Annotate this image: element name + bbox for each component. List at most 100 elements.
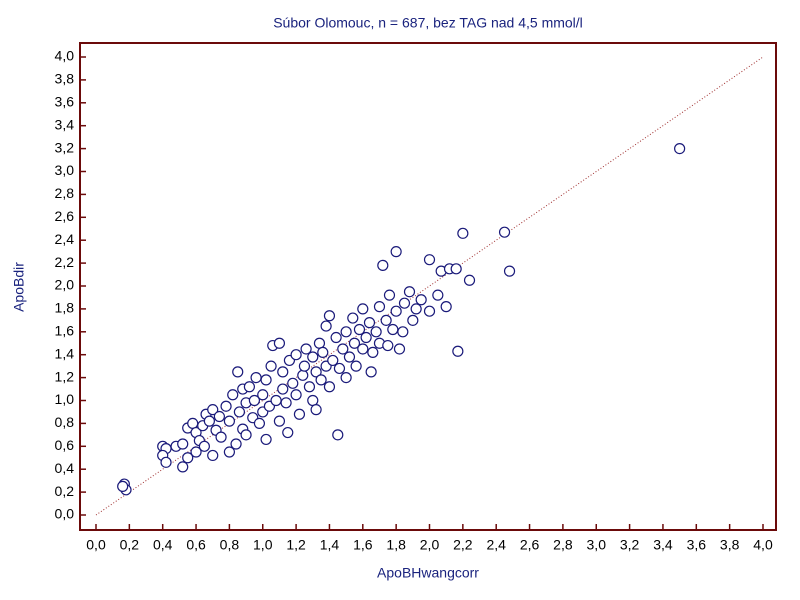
scatter-point [327, 354, 339, 367]
scatter-point [203, 415, 215, 427]
scatter-point [347, 312, 359, 324]
scatter-point [365, 366, 377, 378]
y-tick-label: 0,0 [55, 506, 75, 522]
scatter-point [253, 417, 266, 429]
scatter-point [674, 143, 686, 155]
scatter-point [390, 246, 402, 258]
x-tick-label: 1,4 [320, 537, 340, 553]
scatter-point [287, 377, 299, 389]
scatter-point [277, 366, 289, 378]
scatter-point [393, 343, 406, 355]
scatter-point [290, 389, 302, 401]
y-tick-label: 1,0 [55, 391, 75, 407]
scatter-point [300, 343, 312, 355]
scatter-point [260, 374, 272, 386]
scatter-point [370, 326, 382, 338]
scatter-point [348, 337, 361, 349]
scatter-point [298, 360, 311, 372]
scatter-point [177, 461, 189, 473]
scatter-point [320, 320, 332, 332]
scatter-point [332, 429, 344, 441]
x-tick-label: 1,8 [386, 537, 406, 553]
x-tick-label: 3,8 [720, 537, 740, 553]
scatter-point [260, 433, 272, 446]
scatter-point [398, 297, 411, 309]
y-tick-label: 0,6 [55, 437, 75, 453]
scatter-point [310, 404, 322, 416]
x-tick-label: 1,2 [286, 537, 306, 553]
scatter-point [215, 431, 227, 443]
scatter-point [390, 305, 402, 317]
scatter-point [340, 326, 352, 338]
scatter-point [198, 440, 210, 452]
x-tick-label: 2,4 [486, 537, 506, 553]
y-axis-label: ApoBdir [11, 262, 27, 312]
scatter-point [243, 381, 256, 393]
y-tick-label: 2,2 [55, 254, 75, 270]
scatter-point [297, 369, 309, 381]
scatter-point [415, 294, 427, 306]
x-axis-label: ApoBHwangcorr [377, 565, 479, 581]
scatter-point [303, 381, 316, 393]
scatter-point [232, 366, 244, 378]
scatter-point [432, 289, 444, 301]
scatter-point [403, 286, 416, 298]
scatter-point [240, 429, 252, 441]
scatter-point [343, 351, 356, 363]
scatter-point [182, 452, 194, 464]
scatter-point [117, 480, 129, 492]
y-tick-label: 2,0 [55, 277, 75, 293]
scatter-point [187, 417, 199, 429]
scatter-point [273, 337, 286, 349]
scatter-point [230, 438, 242, 450]
scatter-point [380, 314, 392, 326]
scatter-point [360, 331, 372, 344]
scatter-point [310, 366, 322, 378]
scatter-point [407, 314, 419, 326]
scatter-point [387, 323, 399, 336]
y-tick-label: 1,4 [55, 345, 75, 361]
x-tick-label: 2,6 [520, 537, 540, 553]
scatter-point [265, 360, 277, 372]
scatter-point [503, 265, 516, 277]
y-tick-label: 3,6 [55, 94, 75, 110]
x-tick-label: 0,8 [220, 537, 240, 553]
x-tick-label: 0,0 [86, 537, 106, 553]
scatter-point [223, 415, 235, 427]
y-tick-label: 1,8 [55, 300, 75, 316]
scatter-point [357, 303, 369, 315]
scatter-point [363, 317, 376, 329]
scatter-point [367, 346, 379, 359]
scatter-point [177, 438, 189, 450]
scatter-point [382, 339, 394, 352]
x-tick-label: 0,6 [186, 537, 206, 553]
x-tick-label: 2,8 [553, 537, 573, 553]
identity-line [95, 56, 764, 516]
y-tick-label: 3,4 [55, 116, 75, 132]
y-tick-label: 0,4 [55, 460, 75, 476]
scatter-point [450, 263, 462, 275]
scatter-point [357, 343, 369, 355]
scatter-point [350, 360, 362, 372]
scatter-point [377, 259, 389, 271]
scatter-point [220, 400, 232, 412]
scatter-point [190, 446, 202, 458]
scatter-point [248, 394, 261, 407]
y-tick-label: 3,8 [55, 71, 75, 87]
x-tick-label: 3,6 [687, 537, 707, 553]
y-tick-label: 0,2 [55, 483, 75, 499]
y-tick-label: 4,0 [55, 48, 75, 64]
scatter-point [227, 389, 239, 401]
scatter-point [282, 426, 294, 439]
scatter-point [330, 331, 342, 344]
scatter-point [307, 394, 319, 407]
scatter-point [373, 301, 386, 313]
x-tick-label: 3,4 [653, 537, 673, 553]
scatter-point [498, 226, 511, 238]
scatter-point [213, 410, 225, 423]
x-tick-label: 4,0 [753, 537, 773, 553]
scatter-point [207, 404, 219, 416]
scatter-point [337, 343, 349, 355]
scatter-point [317, 346, 329, 359]
y-tick-label: 3,2 [55, 139, 75, 155]
